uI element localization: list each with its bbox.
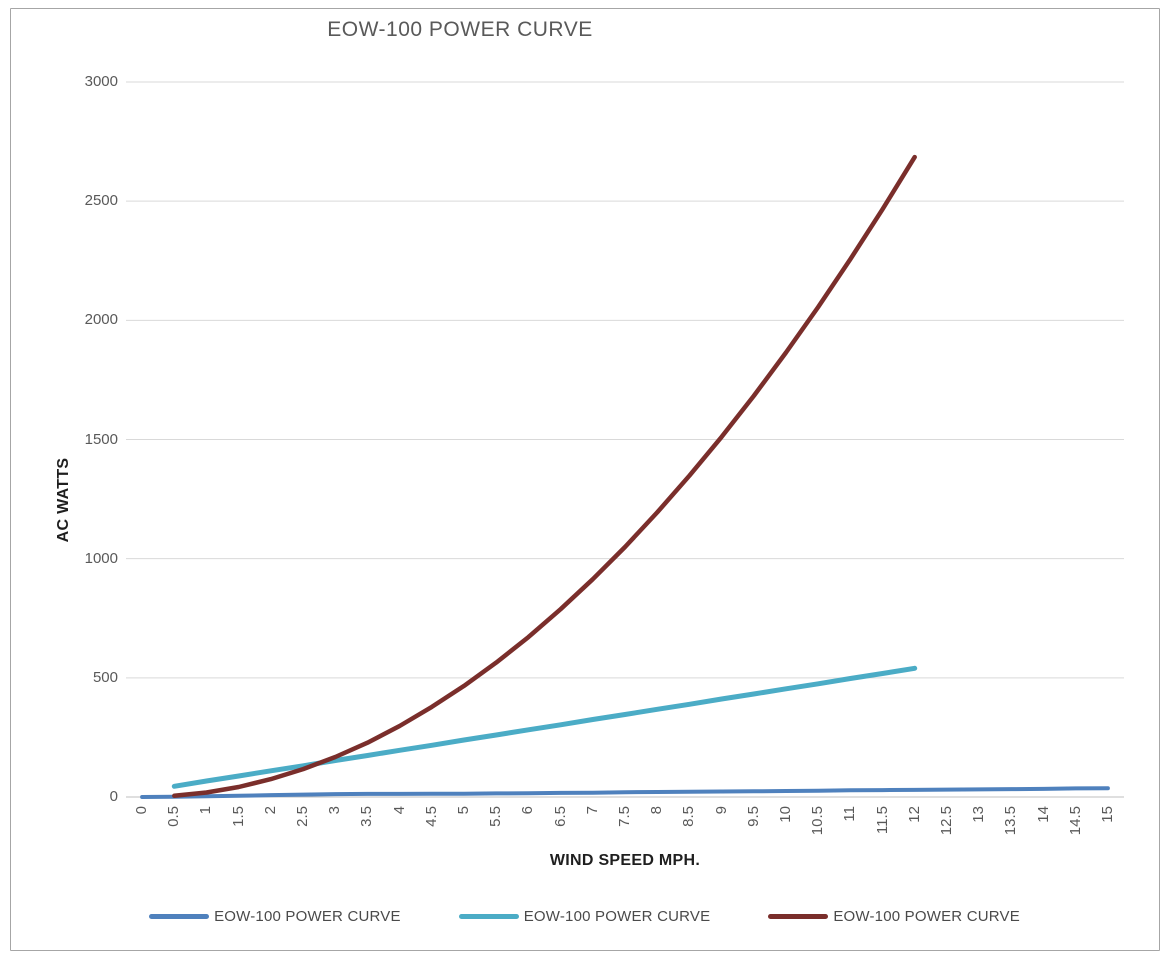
x-tick-label: 1.5 <box>229 806 247 827</box>
x-tick-label: 2.5 <box>294 806 312 827</box>
series-line-0 <box>140 786 1110 799</box>
x-tick-label: 4 <box>390 806 408 815</box>
x-tick-label: 14 <box>1034 806 1052 823</box>
series-line-2 <box>172 154 917 799</box>
x-tick-label: 1 <box>197 806 215 815</box>
legend-item: EOW-100 POWER CURVE <box>768 908 1020 925</box>
y-tick-label: 1000 <box>84 549 118 567</box>
x-tick-label: 10 <box>776 806 794 823</box>
y-tick-label: 2000 <box>84 311 118 329</box>
x-tick-label: 0 <box>133 806 151 815</box>
legend-line-swatch <box>768 913 829 919</box>
y-tick-label: 2500 <box>84 192 118 210</box>
chart-title: EOW-100 POWER CURVE <box>327 18 593 41</box>
x-tick-label: 14.5 <box>1066 806 1084 836</box>
x-tick-label: 6.5 <box>551 806 569 827</box>
x-axis-title: WIND SPEED MPH. <box>549 852 701 869</box>
series-line-1 <box>171 665 918 789</box>
x-tick-label: 12 <box>905 806 923 823</box>
legend-line-swatch <box>458 913 519 919</box>
legend-item: EOW-100 POWER CURVE <box>149 908 401 925</box>
legend-item: EOW-100 POWER CURVE <box>458 907 711 925</box>
x-tick-label: 11.5 <box>873 806 891 835</box>
x-tick-label: 7 <box>583 806 601 815</box>
legend-label: EOW-100 POWER CURVE <box>833 907 1020 925</box>
x-tick-label: 3.5 <box>358 806 376 827</box>
x-tick-label: 10.5 <box>809 806 827 836</box>
x-tick-label: 13 <box>970 806 988 823</box>
x-tick-label: 7.5 <box>616 806 633 827</box>
y-tick-label: 500 <box>92 668 118 686</box>
x-tick-label: 13.5 <box>1002 806 1020 836</box>
x-tick-label: 11 <box>841 806 859 822</box>
x-tick-label: 9.5 <box>744 806 762 827</box>
x-tick-label: 8 <box>648 806 666 815</box>
x-tick-label: 8.5 <box>680 806 698 827</box>
x-tick-label: 5.5 <box>487 806 505 827</box>
x-tick-label: 9 <box>712 806 730 815</box>
x-tick-label: 3 <box>326 806 344 815</box>
legend: EOW-100 POWER CURVE EOW-100 POWER CURVE EO… <box>0 904 1169 928</box>
x-tick-label: 15 <box>1098 806 1116 823</box>
x-tick-label: 5 <box>455 806 473 815</box>
legend-label: EOW-100 POWER CURVE <box>214 907 401 925</box>
y-tick-label: 3000 <box>84 73 118 90</box>
x-tick-label: 0.5 <box>165 806 183 827</box>
x-tick-label: 4.5 <box>422 806 440 827</box>
legend-line-swatch <box>149 913 210 919</box>
legend-label: EOW-100 POWER CURVE <box>523 907 711 925</box>
x-tick-label: 12.5 <box>937 806 955 836</box>
y-axis-title: AC WATTS <box>55 457 72 543</box>
x-tick-label: 6 <box>519 806 537 815</box>
y-tick-label: 0 <box>109 788 118 805</box>
x-tick-label: 2 <box>261 806 279 815</box>
y-tick-label: 1500 <box>84 430 118 448</box>
